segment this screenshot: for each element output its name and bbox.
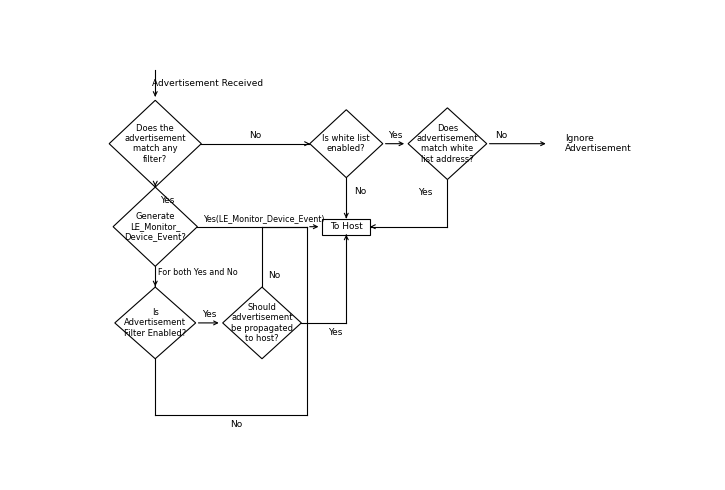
Polygon shape bbox=[408, 108, 486, 179]
Polygon shape bbox=[223, 287, 302, 359]
Text: For both Yes and No: For both Yes and No bbox=[158, 269, 238, 277]
Text: Yes: Yes bbox=[202, 310, 216, 319]
Text: Is white list
enabled?: Is white list enabled? bbox=[323, 134, 370, 153]
Text: No: No bbox=[494, 131, 507, 140]
Text: No: No bbox=[268, 271, 281, 280]
Text: Yes: Yes bbox=[418, 188, 432, 197]
Text: Does
advertisement
match white
list address?: Does advertisement match white list addr… bbox=[417, 123, 478, 164]
Polygon shape bbox=[115, 287, 196, 359]
FancyBboxPatch shape bbox=[323, 219, 370, 235]
Polygon shape bbox=[113, 187, 197, 266]
Text: Generate
LE_Monitor_
Device_Event?: Generate LE_Monitor_ Device_Event? bbox=[124, 212, 186, 242]
Text: No: No bbox=[355, 188, 366, 196]
Text: Is
Advertisement
Filter Enabled?: Is Advertisement Filter Enabled? bbox=[124, 308, 186, 338]
Text: No: No bbox=[249, 131, 262, 140]
Text: No: No bbox=[231, 420, 243, 429]
Text: Should
advertisement
be propagated
to host?: Should advertisement be propagated to ho… bbox=[231, 303, 293, 343]
Text: Yes: Yes bbox=[389, 131, 402, 140]
Polygon shape bbox=[310, 110, 383, 178]
Text: Yes: Yes bbox=[328, 328, 342, 337]
Text: Yes: Yes bbox=[160, 196, 175, 205]
Text: To Host: To Host bbox=[330, 222, 362, 231]
Text: Yes(LE_Monitor_Device_Event): Yes(LE_Monitor_Device_Event) bbox=[203, 214, 325, 223]
Text: Ignore
Advertisement: Ignore Advertisement bbox=[566, 134, 632, 153]
Text: Does the
advertisement
match any
filter?: Does the advertisement match any filter? bbox=[125, 123, 186, 164]
Text: Advertisement Received: Advertisement Received bbox=[152, 79, 264, 88]
Polygon shape bbox=[109, 100, 202, 187]
